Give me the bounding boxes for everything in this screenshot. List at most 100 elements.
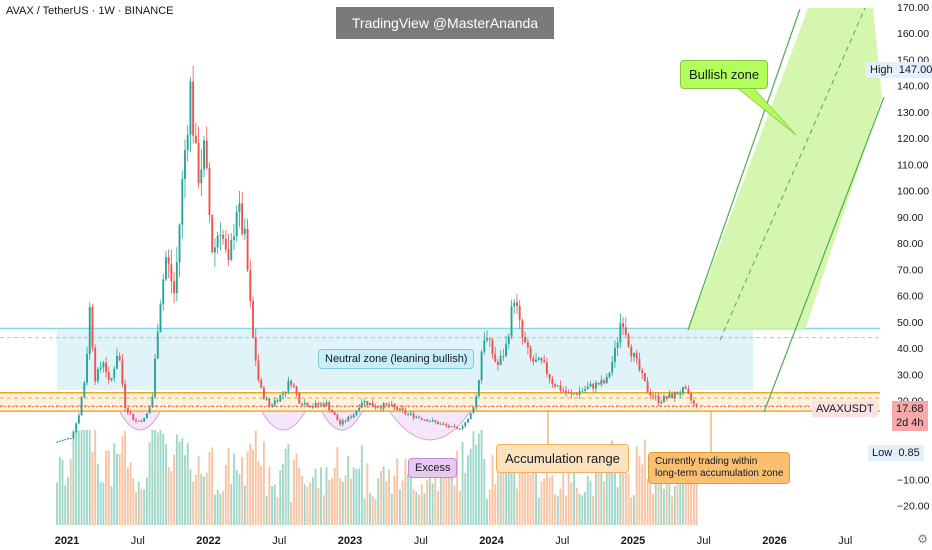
symbol-tag: AVAXUSDT — [812, 401, 878, 417]
candle-body — [192, 81, 195, 136]
volume-bar — [271, 486, 274, 525]
volume-bar — [352, 467, 355, 525]
volume-bar — [589, 480, 592, 525]
volume-bar — [344, 475, 347, 525]
neutral-zone-label[interactable]: Neutral zone (leaning bullish) — [318, 349, 475, 369]
volume-bar — [633, 495, 635, 525]
candle-body — [249, 270, 252, 302]
candle-body — [233, 236, 235, 241]
candle-body — [355, 410, 358, 415]
candle-body — [102, 362, 105, 368]
candle-body — [309, 406, 312, 408]
volume-bar — [377, 478, 380, 525]
candle-body — [77, 415, 80, 424]
volume-bar — [154, 430, 157, 525]
volume-bar — [249, 443, 252, 525]
candle-body — [673, 392, 676, 398]
candle-body — [597, 382, 600, 385]
volume-bar — [584, 491, 586, 525]
candle-body — [252, 301, 254, 338]
candle-body — [254, 337, 257, 361]
high-tag: High 147.00 — [866, 62, 932, 78]
volume-bar — [257, 460, 260, 525]
volume-bar — [477, 433, 480, 525]
candle-body — [649, 392, 652, 396]
volume-bar — [616, 487, 619, 525]
candle-body — [456, 427, 459, 429]
volume-bar — [668, 480, 671, 525]
volume-bar — [676, 474, 679, 525]
accumulation-range-label[interactable]: Accumulation range — [496, 444, 629, 473]
volume-bar — [292, 459, 295, 525]
candle-body — [624, 327, 627, 335]
volume-bar — [58, 456, 61, 525]
volume-bar — [164, 444, 167, 525]
volume-bar — [665, 467, 668, 525]
candle-body — [584, 389, 586, 391]
volume-bar — [192, 481, 195, 525]
volume-bar — [502, 461, 505, 525]
y-tick-label: 130.00 — [897, 107, 929, 119]
candle-body — [271, 404, 274, 406]
candle-body — [559, 385, 562, 391]
settings-gear-icon[interactable]: ⚙ — [917, 532, 928, 546]
countdown-tag: 2d 4h — [892, 415, 928, 431]
y-tick-label: 40.00 — [897, 343, 923, 355]
bullish-zone-label[interactable]: Bullish zone — [680, 60, 769, 89]
candle-body — [420, 417, 423, 420]
volume-bar — [684, 454, 687, 525]
volume-bar — [88, 430, 91, 525]
current-zone-line-2: long-term accumulation zone — [655, 468, 784, 479]
volume-bar — [262, 441, 265, 525]
x-tick-label: 2026 — [762, 535, 786, 547]
y-axis: 170.00 160.00 150.00 140.00 130.00 120.00 110.… — [897, 2, 930, 513]
volume-bar — [554, 494, 557, 525]
candle-body — [91, 306, 94, 348]
volume-bar — [126, 467, 129, 525]
volume-bar — [314, 468, 317, 525]
candle-body — [124, 384, 127, 408]
volume-bar — [643, 439, 646, 525]
volume-bar — [447, 468, 450, 525]
volume-bar — [254, 430, 257, 525]
candle-body — [690, 393, 693, 401]
volume-bar — [96, 464, 99, 525]
candle-body — [564, 390, 567, 393]
volume-bar — [75, 430, 78, 525]
volume-bar — [559, 488, 562, 525]
excess-label[interactable]: Excess — [408, 458, 458, 478]
candle-body — [603, 380, 605, 384]
current-zone-label[interactable]: Currently trading within long-term accum… — [648, 452, 791, 484]
candle-body — [64, 438, 67, 440]
volume-bar — [570, 482, 573, 525]
candle-body — [581, 390, 584, 392]
volume-bar — [445, 465, 448, 525]
low-value: 0.85 — [898, 447, 920, 459]
candle-body — [320, 403, 322, 405]
candle-body — [197, 142, 200, 184]
volume-bar — [521, 467, 524, 525]
volume-bar — [458, 491, 461, 525]
candle-body — [143, 417, 146, 422]
volume-bar — [641, 464, 644, 525]
volume-bar — [178, 441, 181, 525]
volume-bar — [431, 483, 434, 525]
volume-bar — [526, 470, 529, 525]
candle-body — [396, 407, 399, 410]
bullish-channel-mid-line — [719, 7, 866, 341]
volume-bar — [132, 478, 135, 525]
candle-body — [162, 279, 165, 305]
volume-bar — [540, 481, 543, 525]
candle-body — [545, 362, 548, 374]
current-zone-line-1: Currently trading within — [655, 456, 758, 467]
candle-body — [287, 380, 290, 392]
candle-body — [69, 438, 72, 440]
candle-body — [526, 342, 529, 348]
candle-body — [243, 228, 246, 235]
candle-body — [513, 302, 516, 307]
volume-bar — [265, 495, 268, 525]
volume-bar — [567, 464, 570, 525]
volume-bar — [238, 473, 241, 525]
candles — [56, 65, 698, 443]
